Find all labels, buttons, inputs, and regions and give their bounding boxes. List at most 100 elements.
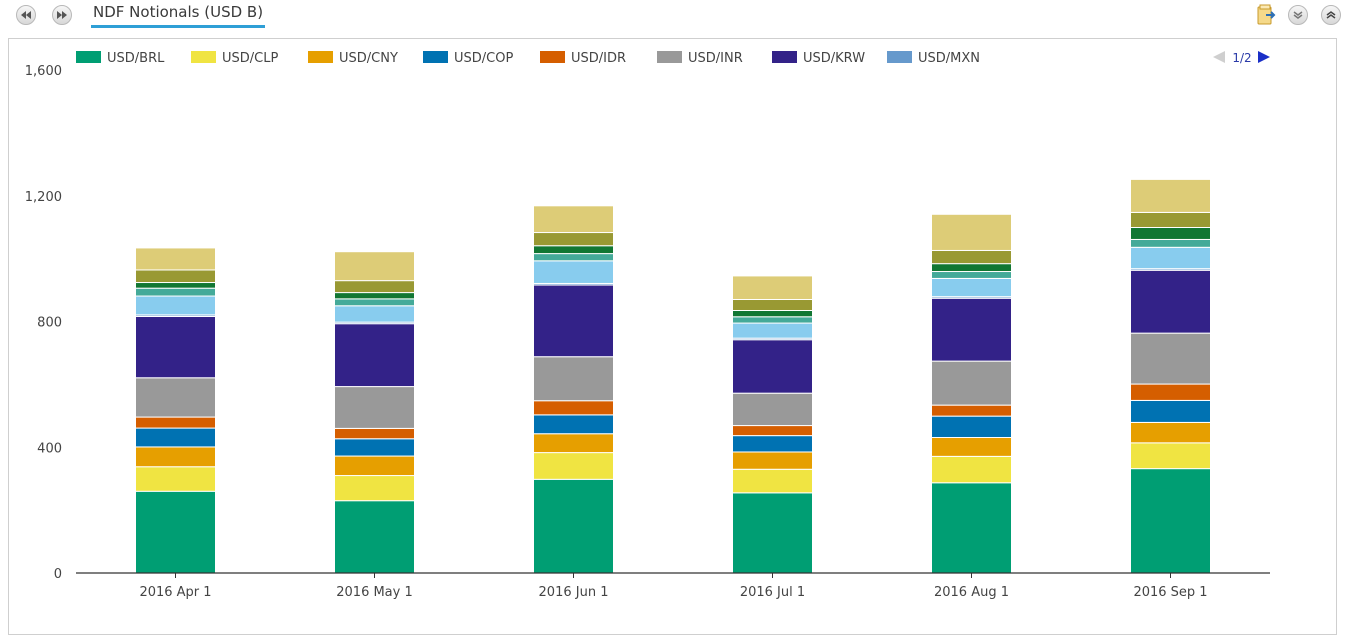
bar-segment[interactable] <box>931 277 1012 298</box>
bar-segment[interactable] <box>732 339 813 394</box>
legend-prev-icon[interactable] <box>1213 51 1225 63</box>
legend-item-label[interactable]: USD/MXN <box>918 51 980 66</box>
bar-segment[interactable] <box>533 433 614 454</box>
bar-segment[interactable] <box>931 263 1012 273</box>
bar-segment[interactable] <box>931 415 1012 439</box>
legend-swatch <box>191 51 216 63</box>
chart-panel <box>8 38 1337 635</box>
bar-segment[interactable] <box>1130 468 1211 574</box>
bar-segment[interactable] <box>334 251 415 282</box>
bar-segment[interactable] <box>1130 227 1211 240</box>
bar-segment[interactable] <box>931 437 1012 457</box>
bar-segment[interactable] <box>135 427 216 448</box>
bar-segment[interactable] <box>931 249 1012 265</box>
bar-segment[interactable] <box>334 438 415 457</box>
bar-segment[interactable] <box>931 455 1012 484</box>
legend-item-label[interactable]: USD/INR <box>688 51 743 66</box>
fast-forward-icon[interactable] <box>52 5 72 25</box>
bar-segment[interactable] <box>931 360 1012 406</box>
legend-item-label[interactable]: USD/COP <box>454 51 513 66</box>
bar-segment[interactable] <box>135 416 216 429</box>
bar-segment[interactable] <box>334 298 415 307</box>
collapse-down-icon[interactable] <box>1288 5 1308 25</box>
bar-segment[interactable] <box>533 232 614 247</box>
legend-swatch <box>772 51 797 63</box>
bar-segment[interactable] <box>1130 399 1211 423</box>
bar-segment[interactable] <box>931 482 1012 574</box>
legend-swatch <box>308 51 333 63</box>
bar-segment[interactable] <box>135 287 216 297</box>
bar-segment[interactable] <box>732 298 813 311</box>
bar-segment[interactable] <box>135 490 216 574</box>
bar-segment[interactable] <box>533 478 614 574</box>
bar-segment[interactable] <box>533 205 614 234</box>
bar-segment[interactable] <box>135 247 216 271</box>
bar-segment[interactable] <box>135 315 216 379</box>
bar-segment[interactable] <box>732 275 813 300</box>
bar-segment[interactable] <box>732 492 813 574</box>
bar-segment[interactable] <box>1130 383 1211 401</box>
y-tick-label: 0 <box>54 567 62 582</box>
bar-segment[interactable] <box>334 292 415 300</box>
bar-segment[interactable] <box>1130 211 1211 229</box>
legend-item-label[interactable]: USD/CLP <box>222 51 278 66</box>
legend-item-label[interactable]: USD/IDR <box>571 51 626 66</box>
bar-segment[interactable] <box>1130 269 1211 334</box>
bar-segment[interactable] <box>135 282 216 289</box>
bar-segment[interactable] <box>334 455 415 477</box>
bar-segment[interactable] <box>533 356 614 402</box>
bar-segment[interactable] <box>334 386 415 429</box>
bar-segment[interactable] <box>732 435 813 453</box>
legend-swatch <box>540 51 565 63</box>
bar-segment[interactable] <box>135 446 216 468</box>
bar-segment[interactable] <box>1130 238 1211 248</box>
bar-segment[interactable] <box>334 500 415 574</box>
bar-segment[interactable] <box>732 309 813 318</box>
bar-segment[interactable] <box>533 414 614 435</box>
bar-segment[interactable] <box>1130 332 1211 385</box>
bar-segment[interactable] <box>334 305 415 323</box>
bar-segment[interactable] <box>533 400 614 416</box>
bar-segment[interactable] <box>533 260 614 284</box>
expand-up-icon[interactable] <box>1321 5 1341 25</box>
bar-segment[interactable] <box>732 316 813 324</box>
y-tick-label: 1,600 <box>25 64 62 79</box>
bar-segment[interactable] <box>931 271 1012 279</box>
bar-segment[interactable] <box>931 297 1012 362</box>
rewind-icon[interactable] <box>16 5 36 25</box>
legend-pager[interactable]: 1/2 <box>1213 51 1270 65</box>
bar-segment[interactable] <box>135 466 216 492</box>
bar-segment[interactable] <box>334 280 415 294</box>
export-folder-icon[interactable] <box>1255 4 1277 26</box>
bar-segment[interactable] <box>533 452 614 480</box>
x-tick-label: 2016 Jul 1 <box>740 585 805 600</box>
bar-segment[interactable] <box>135 295 216 316</box>
bar-segment[interactable] <box>533 245 614 255</box>
bar-segment[interactable] <box>732 451 813 470</box>
bar-segment[interactable] <box>732 425 813 437</box>
legend-item-label[interactable]: USD/CNY <box>339 51 398 66</box>
bar-segment[interactable] <box>533 284 614 358</box>
bar-segment[interactable] <box>135 269 216 284</box>
bar-segment[interactable] <box>533 253 614 262</box>
legend-next-icon[interactable] <box>1258 51 1270 63</box>
bar-segment[interactable] <box>334 323 415 388</box>
bar-segment[interactable] <box>1130 178 1211 213</box>
x-tick-label: 2016 May 1 <box>336 585 413 600</box>
bar-segment[interactable] <box>334 475 415 502</box>
bar-segment[interactable] <box>732 392 813 427</box>
bar-segment[interactable] <box>1130 421 1211 444</box>
bar-segment[interactable] <box>931 404 1012 417</box>
bar-segment[interactable] <box>334 427 415 440</box>
legend-item-label[interactable]: USD/KRW <box>803 51 865 66</box>
y-axis: 0 400 800 1,200 1,600 <box>25 64 62 582</box>
bar-segment[interactable] <box>135 377 216 418</box>
bar-segment[interactable] <box>1130 442 1211 470</box>
y-tick-label: 1,200 <box>25 190 62 205</box>
bar-segment[interactable] <box>732 322 813 339</box>
bar-segment[interactable] <box>1130 246 1211 270</box>
legend-item-label[interactable]: USD/BRL <box>107 51 165 66</box>
bar-segment[interactable] <box>732 468 813 494</box>
bar-segment[interactable] <box>931 213 1012 251</box>
